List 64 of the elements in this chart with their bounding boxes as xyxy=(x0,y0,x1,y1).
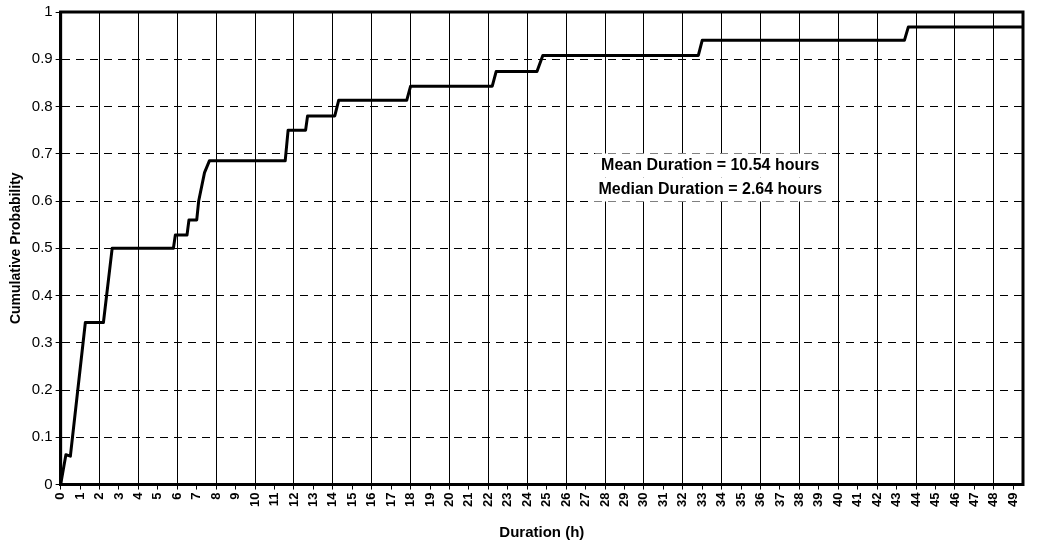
x-tick-label: 47 xyxy=(965,492,981,508)
x-tick-label: 19 xyxy=(421,492,437,508)
x-tick-label: 36 xyxy=(752,492,768,508)
x-tick-label: 1 xyxy=(71,492,87,500)
x-tick-label: 39 xyxy=(810,492,826,508)
y-tick-label: 0.2 xyxy=(31,380,53,398)
x-tick-label: 40 xyxy=(829,492,845,508)
x-tick-label: 3 xyxy=(110,492,126,500)
y-tick-label: 0.9 xyxy=(31,49,53,67)
x-tick-label: 5 xyxy=(149,492,165,500)
y-tick-label: 0.1 xyxy=(31,427,53,445)
x-tick-label: 14 xyxy=(324,491,340,508)
x-tick-label: 2 xyxy=(91,492,107,500)
x-tick-label: 25 xyxy=(538,492,554,508)
annotation: Median Duration = 2.64 hours xyxy=(598,179,823,197)
x-tick-label: 41 xyxy=(849,492,865,508)
x-tick-label: 48 xyxy=(985,492,1001,508)
x-tick-label: 6 xyxy=(168,492,184,500)
x-tick-label: 49 xyxy=(1004,492,1020,508)
y-tick-label: 0.7 xyxy=(31,143,53,161)
x-tick-label: 44 xyxy=(907,491,923,508)
x-tick-label: 18 xyxy=(402,492,418,508)
x-tick-label: 8 xyxy=(207,492,223,500)
x-tick-label: 22 xyxy=(479,492,495,508)
x-tick-label: 12 xyxy=(285,492,301,508)
x-tick-label: 21 xyxy=(460,492,476,508)
x-tick-label: 13 xyxy=(304,492,320,508)
x-tick-label: 26 xyxy=(557,492,573,508)
y-tick-label: 1 xyxy=(44,2,53,20)
x-tick-label: 33 xyxy=(693,492,709,508)
x-tick-label: 31 xyxy=(654,492,670,508)
x-tick-label: 9 xyxy=(227,492,243,500)
x-tick-label: 46 xyxy=(946,492,962,508)
y-axis-title: Cumulative Probability xyxy=(7,172,24,325)
x-tick-label: 15 xyxy=(343,492,359,508)
x-tick-label: 16 xyxy=(363,492,379,508)
x-tick-label: 23 xyxy=(499,492,515,508)
y-tick-label: 0.4 xyxy=(31,285,53,303)
x-tick-label: 7 xyxy=(188,492,204,500)
x-tick-label: 38 xyxy=(791,492,806,508)
x-tick-label: 4 xyxy=(130,491,145,500)
y-tick-label: 0.8 xyxy=(31,96,53,114)
x-tick-label: 24 xyxy=(518,491,534,508)
x-tick-label: 20 xyxy=(441,492,457,508)
x-tick-label: 30 xyxy=(635,492,651,508)
x-tick-label: 10 xyxy=(246,492,262,508)
x-axis-title: Duration (h) xyxy=(499,523,585,541)
x-tick-label: 45 xyxy=(927,492,943,508)
y-tick-label: 0.5 xyxy=(31,238,53,256)
x-tick-label: 35 xyxy=(732,492,748,508)
x-tick-label: 17 xyxy=(382,492,398,508)
annotation: Mean Duration = 10.54 hours xyxy=(601,155,820,173)
x-tick-label: 43 xyxy=(888,492,904,508)
y-tick-label: 0.3 xyxy=(31,332,53,350)
x-tick-label: 27 xyxy=(577,492,593,508)
x-tick-label: 29 xyxy=(616,492,632,508)
x-tick-label: 37 xyxy=(771,492,787,508)
y-tick-label: 0.6 xyxy=(31,191,53,209)
x-tick-label: 28 xyxy=(596,492,612,508)
x-tick-label: 32 xyxy=(674,492,690,508)
x-tick-label: 11 xyxy=(266,492,282,507)
x-tick-label: 42 xyxy=(868,492,884,508)
x-tick-label: 0 xyxy=(52,492,68,500)
x-tick-label: 34 xyxy=(713,491,729,508)
